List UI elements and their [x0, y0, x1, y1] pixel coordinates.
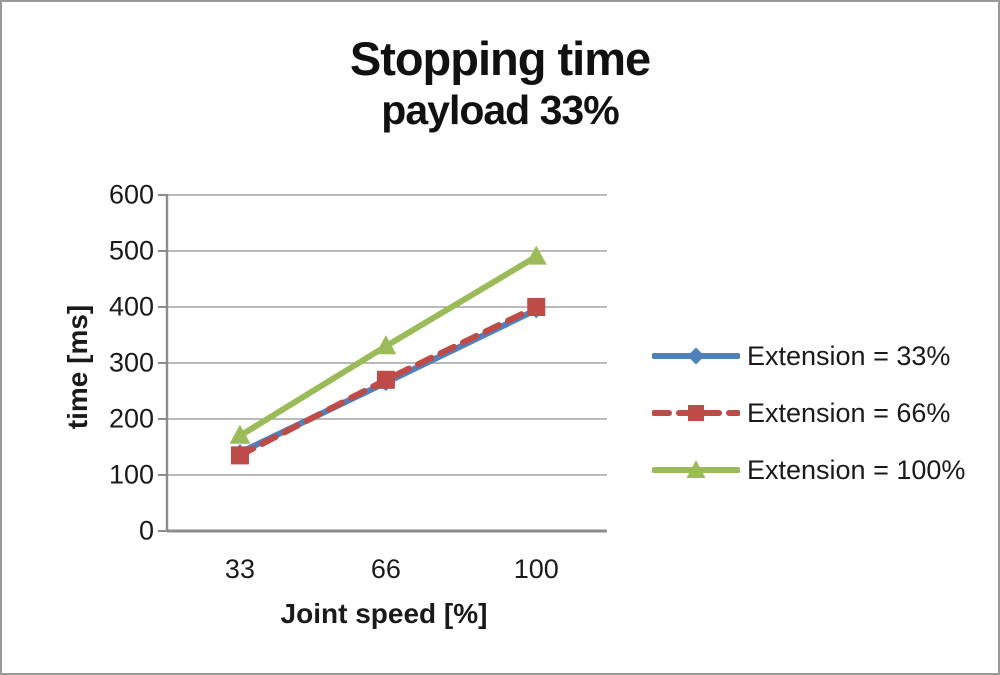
y-tick-label: 400: [108, 291, 154, 322]
legend-marker-square-icon: [652, 405, 740, 421]
series-marker-square: [527, 298, 546, 316]
series-marker-square: [230, 446, 249, 465]
legend-label: Extension = 66%: [747, 397, 951, 428]
y-tick-label: 0: [138, 515, 154, 546]
y-tick-label: 100: [108, 459, 154, 490]
series-marker-triangle: [375, 335, 397, 355]
legend-marker-triangle-icon: [652, 460, 740, 478]
legend-label: Extension = 33%: [747, 340, 951, 371]
legend-label: Extension = 100%: [747, 454, 966, 485]
legend-item: Extension = 100%: [652, 450, 965, 490]
legend-item: Extension = 33%: [652, 336, 965, 376]
chart-subtitle: payload 33%: [381, 87, 619, 134]
legend-marker-diamond-icon: [652, 347, 740, 365]
series-marker-square: [376, 370, 395, 389]
x-tick-label: 66: [370, 554, 401, 584]
x-tick-label: 100: [513, 554, 559, 584]
chart-title-block: Stopping time payload 33%: [2, 30, 998, 134]
y-tick-label: 600: [108, 179, 154, 210]
chart-title: Stopping time: [349, 32, 651, 85]
x-axis-title: Joint speed [%]: [280, 598, 488, 629]
x-tick-label: 33: [224, 554, 255, 584]
y-tick-label: 200: [108, 403, 154, 434]
legend-item: Extension = 66%: [652, 393, 965, 433]
chart-legend: Extension = 33% Extension = 66% Extension …: [652, 336, 965, 507]
series-marker-triangle: [525, 245, 547, 265]
y-tick-label: 500: [108, 235, 154, 266]
y-tick-label: 300: [108, 347, 154, 378]
series-marker-triangle: [229, 424, 251, 444]
